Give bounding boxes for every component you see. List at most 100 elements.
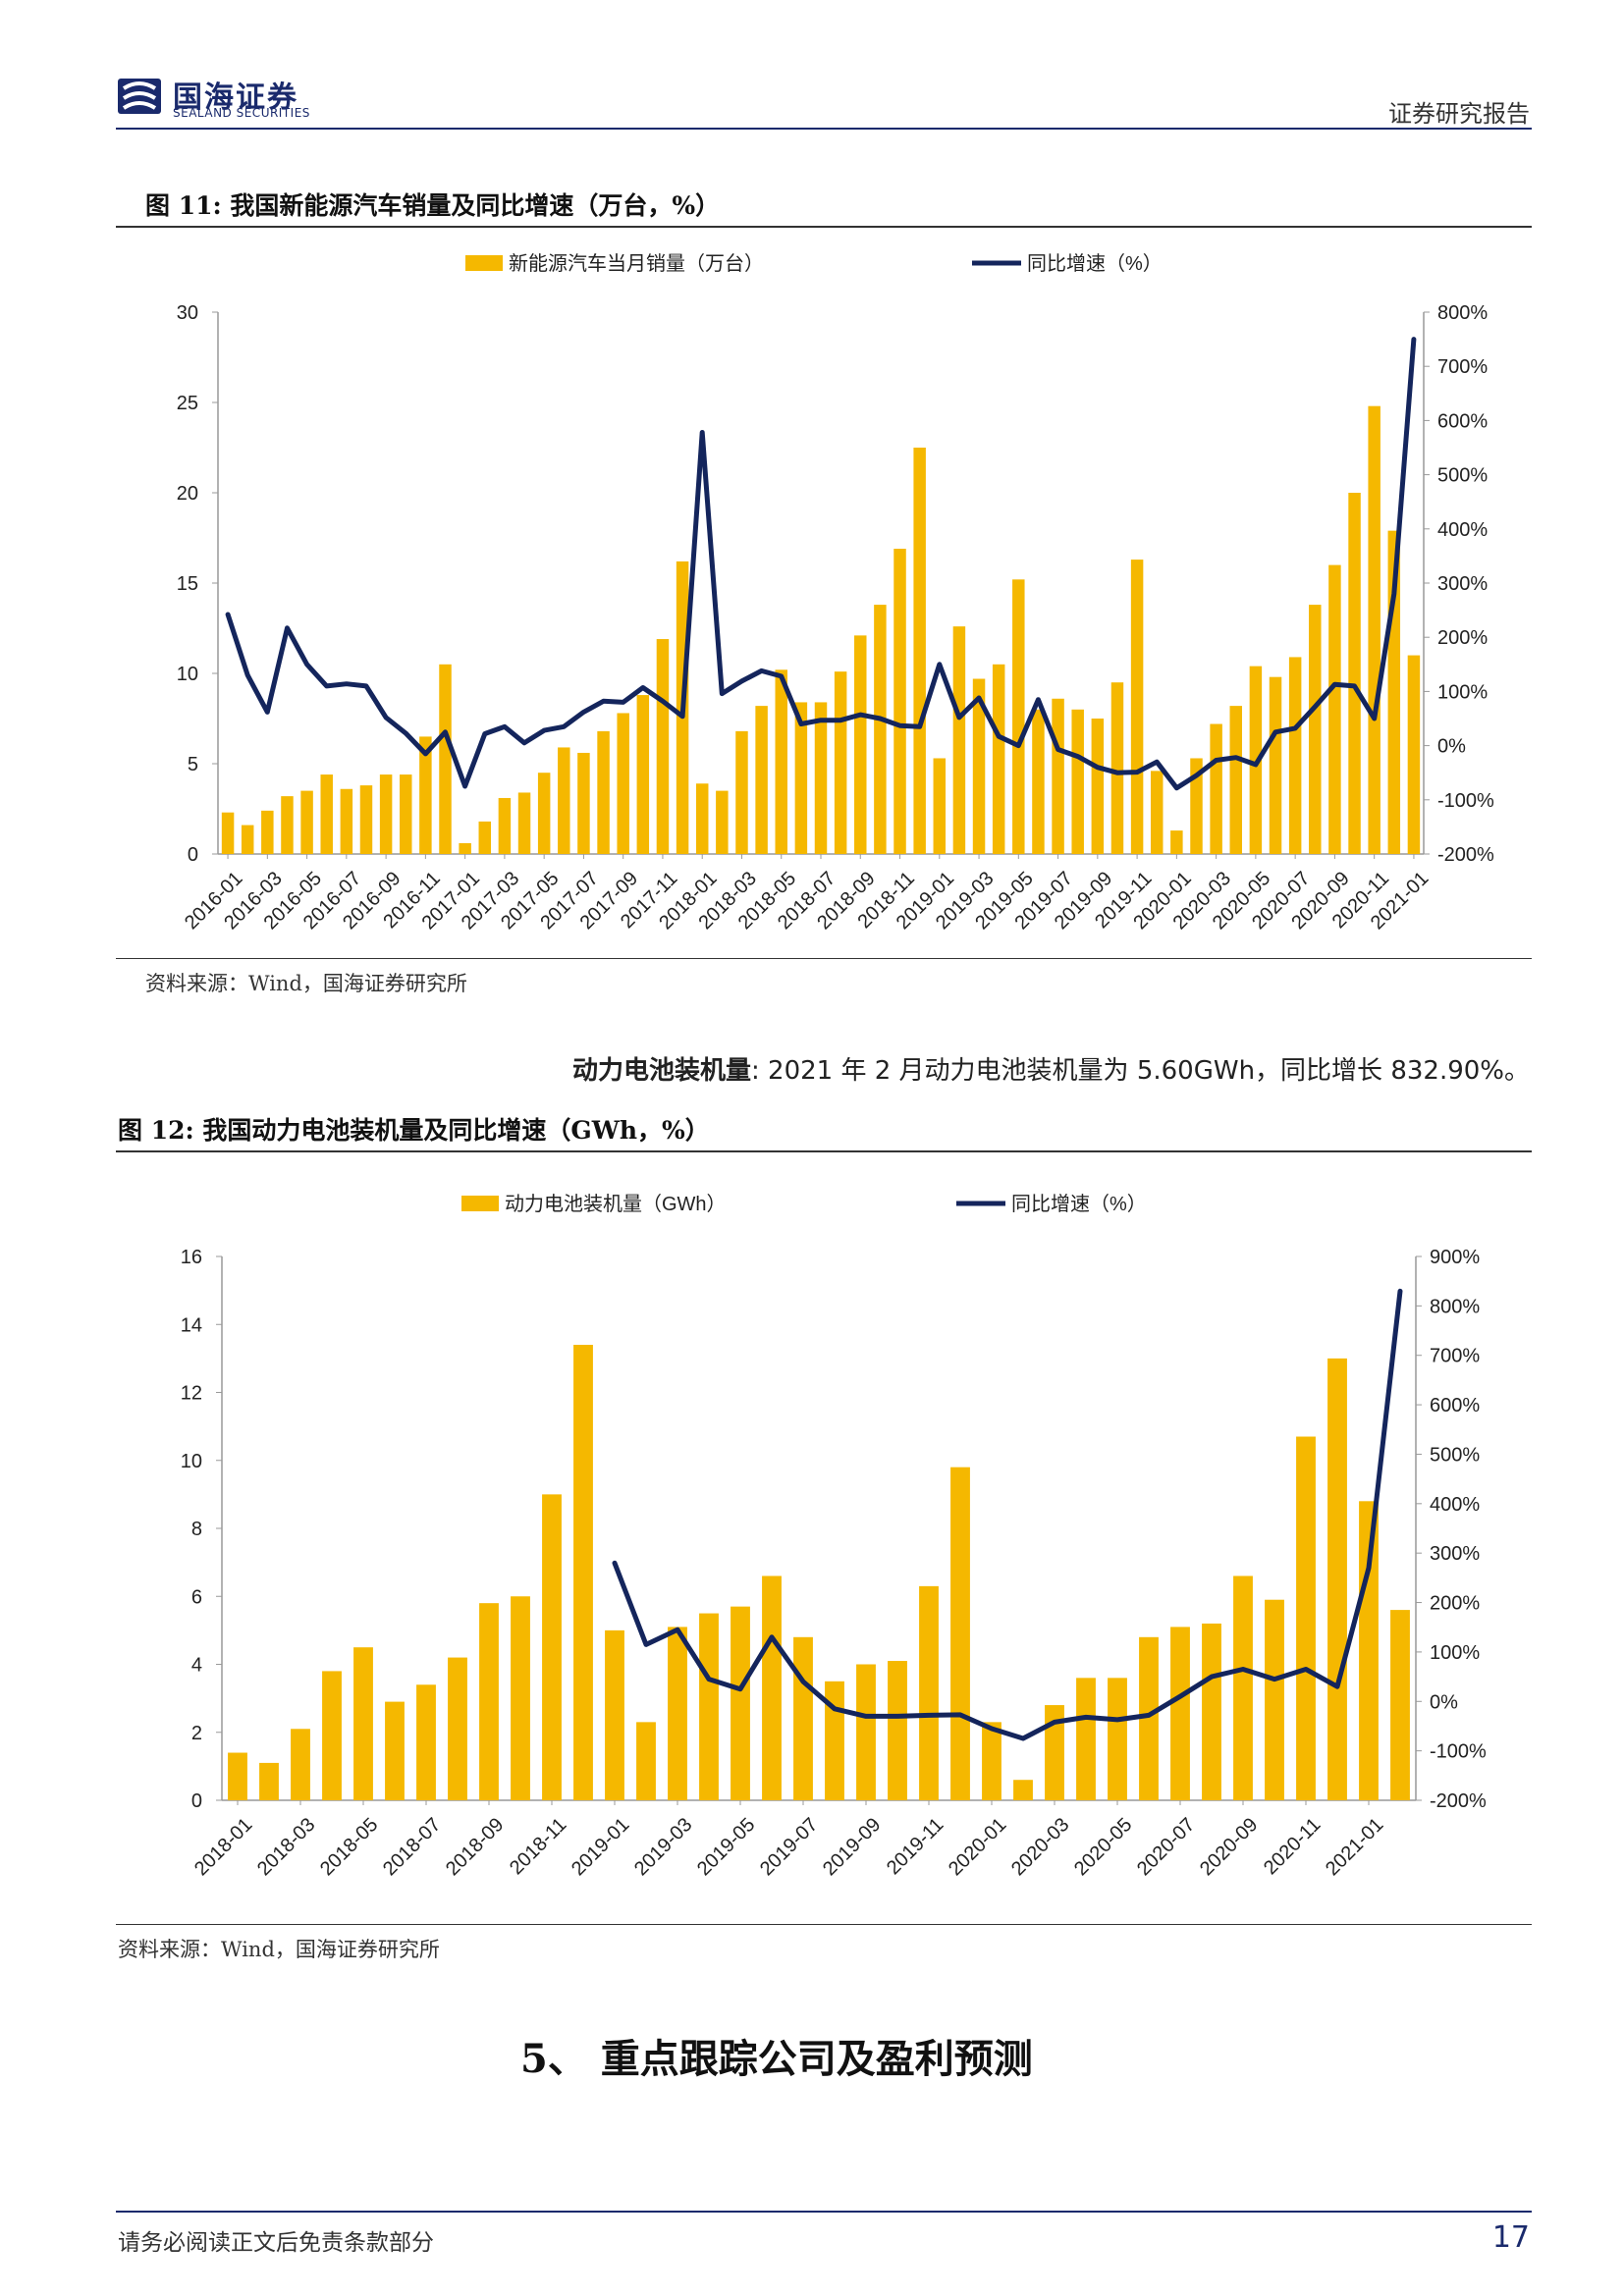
legend-bar-label: 新能源汽车当月销量（万台）: [509, 252, 764, 275]
right-axis-tick-label: 600%: [1430, 1395, 1480, 1416]
bar: [1170, 830, 1183, 854]
paragraph-text: : 2021 年 2 月动力电池装机量为 5.60GWh，同比增长 832.90…: [751, 1056, 1530, 1086]
left-axis-tick-label: 30: [177, 302, 198, 324]
legend-bar-swatch: [461, 1196, 499, 1211]
x-axis-tick-label: 2020-11: [1260, 1814, 1325, 1879]
bar: [1139, 1636, 1159, 1800]
bar: [854, 635, 867, 854]
bar: [775, 669, 787, 854]
sealand-logo-icon: [118, 79, 161, 114]
bar: [400, 774, 412, 854]
bar: [439, 664, 452, 854]
bar: [419, 736, 432, 854]
bar: [322, 1671, 342, 1800]
x-axis-tick-label: 2020-09: [1196, 1814, 1262, 1880]
right-axis-tick-label: 300%: [1437, 573, 1488, 595]
x-axis-tick-label: 2018-01: [190, 1814, 256, 1880]
right-axis-tick-label: 700%: [1437, 356, 1488, 378]
right-axis-tick-label: 900%: [1430, 1247, 1480, 1268]
bar: [385, 1701, 405, 1800]
figure-12-title: 图 12: 我国动力电池装机量及同比增速（GWh，%）: [118, 1116, 710, 1145]
bar: [1091, 719, 1105, 854]
bar: [1348, 493, 1361, 854]
battery-paragraph: 动力电池装机量: 2021 年 2 月动力电池装机量为 5.60GWh，同比增长…: [155, 1050, 1530, 1087]
bar: [573, 1345, 593, 1800]
right-axis-tick-label: 200%: [1430, 1593, 1480, 1615]
report-type-label: 证券研究报告: [1388, 100, 1530, 128]
bar: [814, 702, 828, 854]
bar: [656, 639, 670, 854]
bar: [511, 1596, 530, 1800]
bar: [1108, 1678, 1127, 1800]
bar: [1071, 709, 1084, 854]
bar: [241, 825, 254, 854]
left-axis-tick-label: 2: [191, 1723, 202, 1744]
x-axis-tick-label: 2018-11: [506, 1814, 570, 1879]
bar: [1407, 655, 1421, 854]
x-axis-tick-label: 2020-07: [1133, 1814, 1199, 1880]
right-axis-tick-label: 700%: [1430, 1346, 1480, 1367]
left-axis-tick-label: 16: [181, 1247, 202, 1268]
figure-11-chart: 新能源汽车当月销量（万台） 同比增速（%） 0 5 10 15 20 25 30 -200% -10…: [177, 252, 1494, 934]
bar: [259, 1762, 279, 1800]
bar: [1328, 564, 1341, 854]
left-axis-tick-label: 14: [181, 1314, 202, 1336]
bar: [1032, 709, 1045, 854]
x-axis-tick-label: 2018-09: [442, 1814, 508, 1880]
bar: [793, 1636, 813, 1800]
bar: [416, 1684, 436, 1800]
bar: [699, 1613, 719, 1800]
figure-11-bottom-rule: [116, 958, 1532, 959]
x-axis-tick-label: 2020-01: [945, 1814, 1010, 1880]
x-axis-tick-label: 2019-05: [693, 1814, 759, 1880]
x-axis-tick-label: 2019-07: [756, 1814, 822, 1880]
figure-12-bottom-rule: [116, 1924, 1532, 1925]
yoy-growth-line: [225, 337, 1417, 791]
bar: [731, 1606, 750, 1800]
x-axis-tick-label: 2018-07: [379, 1814, 445, 1880]
bar: [1170, 1627, 1190, 1800]
x-axis-tick-label: 2019-09: [819, 1814, 885, 1880]
left-axis-tick-label: 5: [188, 754, 198, 775]
bar: [1190, 758, 1203, 854]
bar: [1296, 1436, 1316, 1800]
page-number: 17: [1491, 2220, 1530, 2255]
bar: [1229, 706, 1242, 854]
right-axis-tick-label: 0%: [1437, 736, 1466, 758]
bar: [359, 785, 373, 854]
bar: [320, 774, 333, 854]
bar: [992, 664, 1005, 854]
legend-line-label: 同比增速（%）: [1011, 1193, 1147, 1215]
left-axis-tick-label: 20: [177, 483, 198, 505]
figure-11-source: 资料来源：Wind，国海证券研究所: [145, 972, 467, 995]
bar: [1130, 560, 1144, 854]
yoy-growth-line: [612, 1288, 1403, 1741]
right-axis-tick-label: 500%: [1437, 465, 1488, 487]
bar: [281, 796, 294, 854]
bar: [1045, 1705, 1064, 1800]
right-axis-tick-label: 400%: [1437, 519, 1488, 541]
bar: [478, 821, 492, 854]
bar: [558, 747, 570, 854]
x-axis-tick-label: 2019-11: [883, 1814, 947, 1879]
bar: [353, 1647, 373, 1800]
bar: [919, 1585, 939, 1800]
left-axis-tick-label: 6: [191, 1586, 202, 1608]
bar: [695, 783, 709, 854]
figure-11-top-rule: [116, 226, 1532, 228]
right-axis-tick-label: -100%: [1437, 790, 1494, 812]
bar: [1052, 698, 1064, 854]
footer-disclaimer: 请务必阅读正文后免责条款部分: [118, 2230, 434, 2256]
bar: [228, 1752, 247, 1800]
footer-rule: [116, 2211, 1532, 2213]
bar: [517, 792, 531, 854]
bar: [1202, 1623, 1221, 1800]
paragraph-lead: 动力电池装机量: [572, 1056, 752, 1086]
right-axis-tick-label: 200%: [1437, 627, 1488, 649]
right-axis-tick-label: 0%: [1430, 1691, 1458, 1713]
bar: [1309, 605, 1322, 854]
right-axis-tick-label: -200%: [1437, 844, 1494, 866]
bar: [291, 1729, 310, 1800]
right-axis-tick-label: 500%: [1430, 1444, 1480, 1466]
figure-12-chart: 动力电池装机量（GWh） 同比增速（%） 0 2 4 6 8 10 12 14 16 -200% -10…: [181, 1193, 1487, 1880]
